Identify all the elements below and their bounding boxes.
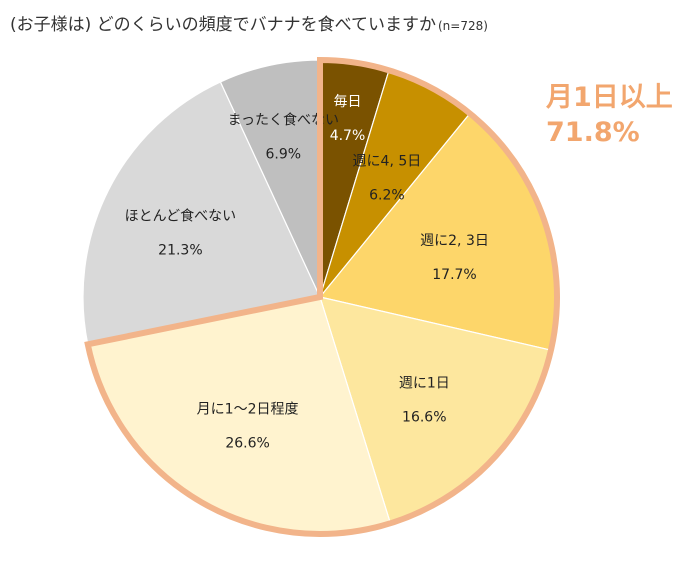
group-highlight-border bbox=[84, 56, 560, 537]
slice-label: 月に1～2日程度 bbox=[197, 401, 299, 417]
slice-label: 週に4, 5日 bbox=[353, 154, 422, 170]
slice-value-label: 6.2% bbox=[369, 188, 405, 204]
slice-value-label: 4.7% bbox=[330, 128, 366, 144]
slice-value-label: 21.3% bbox=[158, 242, 202, 258]
pie-slice-6 bbox=[82, 81, 321, 346]
title-text: (お子様は) どのくらいの頻度でバナナを食べていますか bbox=[10, 15, 436, 35]
chart-title: (お子様は) どのくらいの頻度でバナナを食べていますか (n=728) bbox=[10, 10, 488, 35]
group-value: 71.8% bbox=[546, 117, 640, 148]
slice-value-label: 17.7% bbox=[432, 267, 476, 283]
slice-label: 毎日 bbox=[334, 94, 362, 110]
slice-value-label: 26.6% bbox=[225, 435, 269, 451]
slice-label: 週に1日 bbox=[399, 376, 450, 392]
sample-size: (n=728) bbox=[438, 19, 488, 33]
group-label: 月1日以上 bbox=[545, 82, 673, 113]
slice-value-label: 16.6% bbox=[402, 410, 446, 426]
slice-label: 週に2, 3日 bbox=[420, 233, 489, 249]
slice-label: まったく食べない bbox=[228, 111, 339, 128]
slice-label: ほとんど食べない bbox=[125, 207, 237, 224]
slice-value-label: 6.9% bbox=[266, 146, 302, 162]
